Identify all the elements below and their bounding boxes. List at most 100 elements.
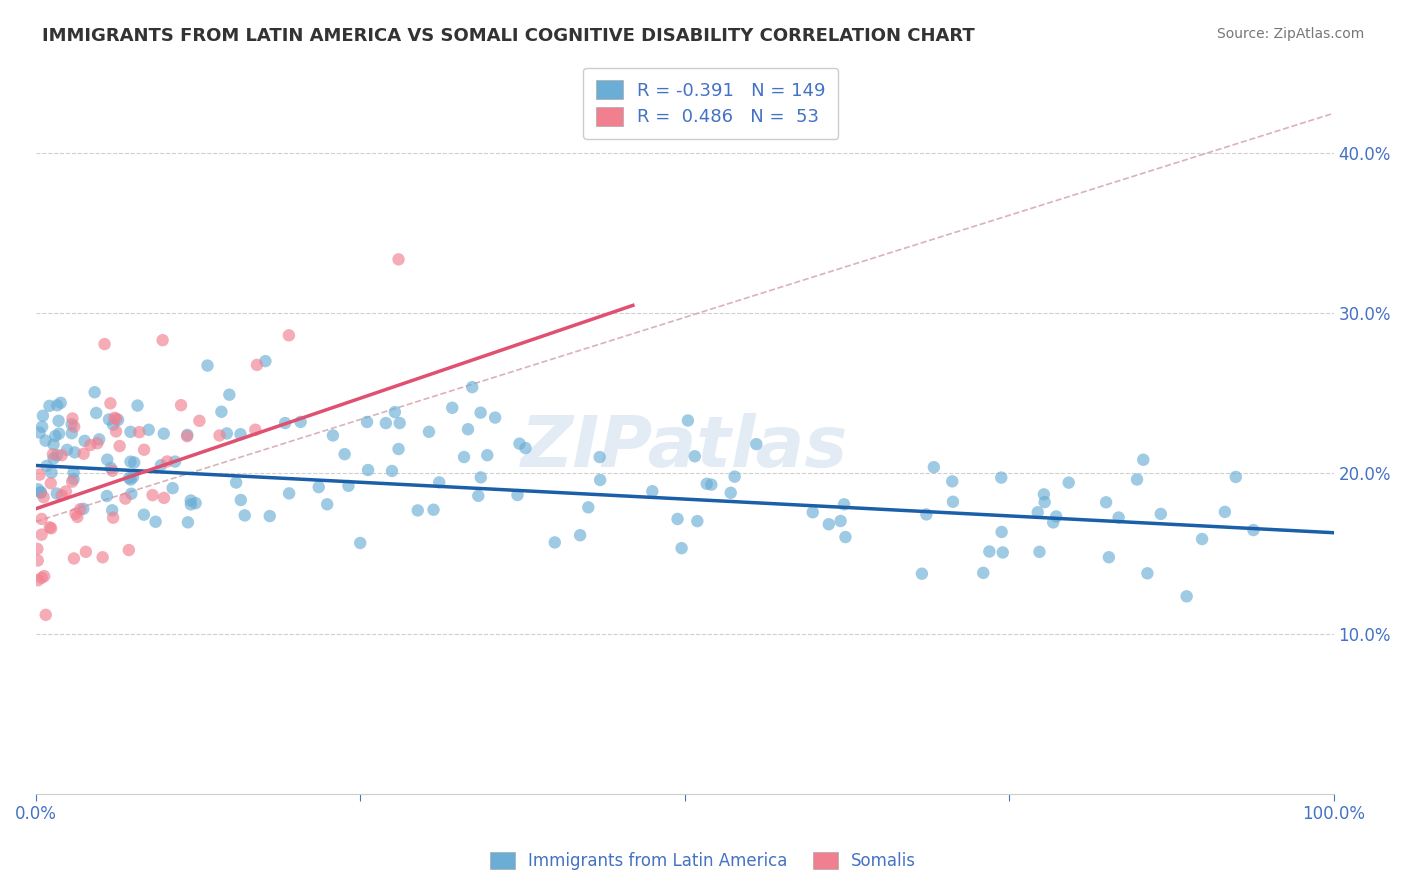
Point <box>979 544 1001 558</box>
Point <box>118 543 141 558</box>
Point <box>165 454 187 468</box>
Point <box>34 434 56 448</box>
Point <box>1033 495 1056 509</box>
Point <box>972 566 994 580</box>
Point <box>105 425 128 439</box>
Point <box>120 487 142 501</box>
Point <box>576 500 599 515</box>
Point <box>290 415 312 429</box>
Text: Source: ZipAtlas.com: Source: ZipAtlas.com <box>1216 27 1364 41</box>
Point <box>1032 487 1054 501</box>
Point <box>108 439 131 453</box>
Point <box>461 380 484 394</box>
Point <box>91 550 114 565</box>
Point <box>60 475 83 489</box>
Point <box>387 252 409 267</box>
Legend: Immigrants from Latin America, Somalis: Immigrants from Latin America, Somalis <box>484 845 922 877</box>
Point <box>60 426 83 441</box>
Point <box>63 551 86 566</box>
Point <box>162 481 184 495</box>
Point <box>418 425 440 439</box>
Point <box>1098 550 1121 565</box>
Point <box>1136 566 1159 581</box>
Point <box>66 510 89 524</box>
Point <box>832 497 855 511</box>
Point <box>152 333 174 347</box>
Point <box>817 517 839 532</box>
Point <box>277 328 299 343</box>
Point <box>278 486 301 500</box>
Point <box>1108 510 1130 524</box>
Point <box>671 541 693 556</box>
Point <box>72 501 94 516</box>
Point <box>120 473 142 487</box>
Point <box>27 483 49 497</box>
Point <box>1057 475 1080 490</box>
Point <box>149 458 172 473</box>
Point <box>122 456 145 470</box>
Point <box>86 436 108 450</box>
Point <box>188 414 211 428</box>
Point <box>254 354 277 368</box>
Point <box>441 401 464 415</box>
Point <box>337 479 360 493</box>
Point <box>991 545 1014 559</box>
Point <box>93 337 115 351</box>
Point <box>941 475 963 489</box>
Point <box>63 419 86 434</box>
Point <box>387 442 409 456</box>
Point <box>31 527 53 541</box>
Point <box>316 497 339 511</box>
Point <box>233 508 256 523</box>
Point <box>349 536 371 550</box>
Point <box>1126 473 1149 487</box>
Point <box>245 423 267 437</box>
Point <box>45 486 67 500</box>
Point <box>176 428 198 442</box>
Point <box>31 571 53 585</box>
Point <box>42 437 65 451</box>
Point <box>184 496 207 510</box>
Point <box>1095 495 1118 509</box>
Point <box>990 524 1012 539</box>
Point <box>101 417 124 432</box>
Point <box>641 484 664 499</box>
Point <box>62 472 84 486</box>
Point <box>1042 516 1064 530</box>
Point <box>1225 470 1247 484</box>
Point <box>470 406 492 420</box>
Point <box>105 411 128 425</box>
Point <box>152 426 174 441</box>
Legend: R = -0.391   N = 149, R =  0.486   N =  53: R = -0.391 N = 149, R = 0.486 N = 53 <box>583 68 838 139</box>
Point <box>56 442 79 457</box>
Point <box>384 405 406 419</box>
Point <box>246 358 269 372</box>
Point <box>73 447 96 461</box>
Point <box>274 416 297 430</box>
Point <box>48 414 70 428</box>
Point <box>453 450 475 464</box>
Point <box>508 436 530 450</box>
Point <box>676 413 699 427</box>
Point <box>73 434 96 448</box>
Point <box>218 387 240 401</box>
Point <box>830 514 852 528</box>
Point <box>406 503 429 517</box>
Point <box>122 470 145 484</box>
Point <box>101 510 124 524</box>
Point <box>990 470 1012 484</box>
Point <box>48 426 70 441</box>
Point <box>103 410 125 425</box>
Point <box>63 445 86 459</box>
Point <box>1213 505 1236 519</box>
Point <box>381 464 404 478</box>
Point <box>225 475 247 490</box>
Point <box>89 433 111 447</box>
Point <box>374 416 396 430</box>
Point <box>97 412 120 426</box>
Point <box>176 429 198 443</box>
Point <box>834 530 856 544</box>
Point <box>333 447 356 461</box>
Point <box>208 428 231 442</box>
Point <box>1191 532 1213 546</box>
